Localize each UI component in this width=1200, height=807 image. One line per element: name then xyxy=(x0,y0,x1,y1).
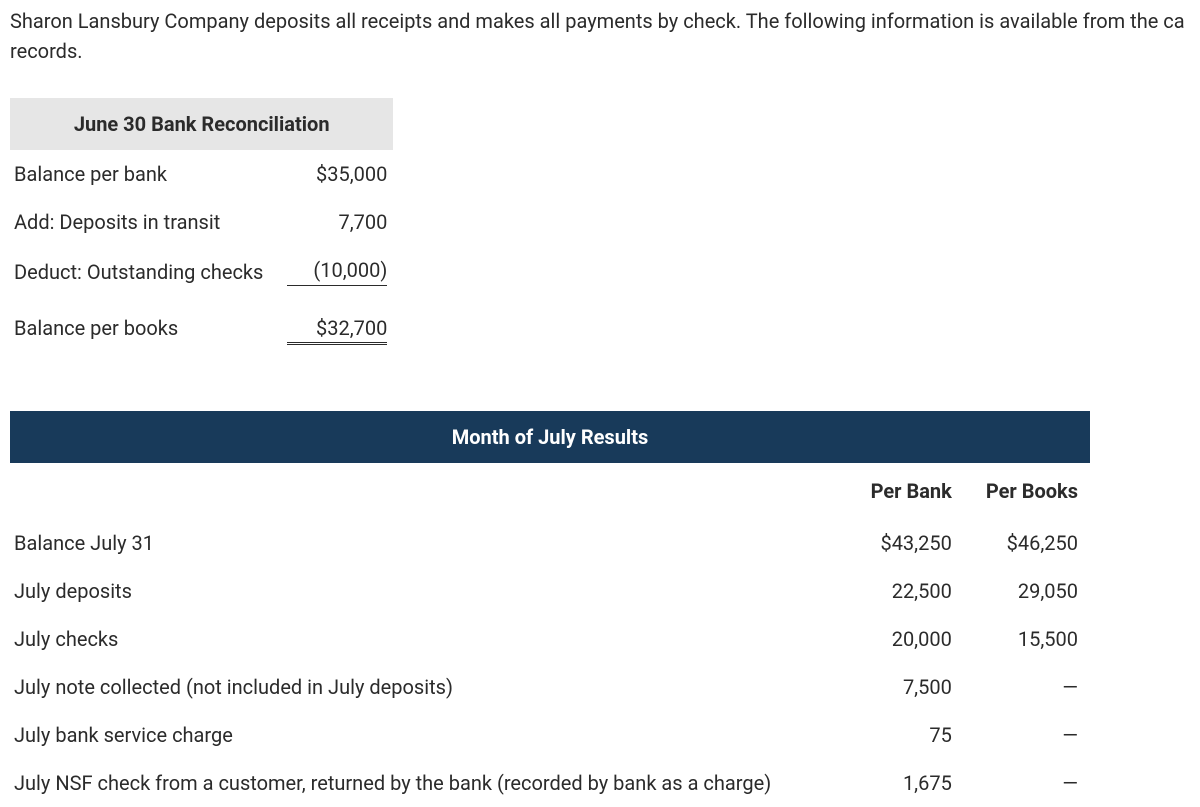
results-row: Balance July 31 $43,250 $46,250 xyxy=(10,519,1090,567)
results-label: July bank service charge xyxy=(10,711,850,759)
recon-row: Deduct: Outstanding checks (10,000) xyxy=(10,246,393,298)
results-label: July checks xyxy=(10,615,850,663)
col-per-books: Per Books xyxy=(964,463,1090,519)
results-row: July checks 20,000 15,500 xyxy=(10,615,1090,663)
recon-row: Balance per bank $35,000 xyxy=(10,150,393,198)
recon-label: Balance per books xyxy=(10,298,263,357)
results-row: July NSF check from a customer, returned… xyxy=(10,759,1090,807)
col-per-bank: Per Bank xyxy=(850,463,964,519)
results-per-bank: $43,250 xyxy=(850,519,964,567)
results-per-books: — xyxy=(964,663,1090,711)
results-label: July NSF check from a customer, returned… xyxy=(10,759,850,807)
results-per-books: $46,250 xyxy=(964,519,1090,567)
results-row: July note collected (not included in Jul… xyxy=(10,663,1090,711)
recon-label: Add: Deposits in transit xyxy=(10,198,263,246)
results-per-bank: 75 xyxy=(850,711,964,759)
results-per-books: — xyxy=(964,711,1090,759)
recon-value: (10,000) xyxy=(263,246,393,298)
results-per-bank: 7,500 xyxy=(850,663,964,711)
results-per-books: — xyxy=(964,759,1090,807)
results-row: July deposits 22,500 29,050 xyxy=(10,567,1090,615)
results-label: Balance July 31 xyxy=(10,519,850,567)
recon-row: Balance per books $32,700 xyxy=(10,298,393,357)
results-per-bank: 20,000 xyxy=(850,615,964,663)
results-column-headers: Per Bank Per Books xyxy=(10,463,1090,519)
results-row: July bank service charge 75 — xyxy=(10,711,1090,759)
results-label: July deposits xyxy=(10,567,850,615)
recon-label: Balance per bank xyxy=(10,150,263,198)
june-reconciliation-table: June 30 Bank Reconciliation Balance per … xyxy=(10,98,393,357)
results-per-books: 29,050 xyxy=(964,567,1090,615)
results-label: July note collected (not included in Jul… xyxy=(10,663,850,711)
recon-row: Add: Deposits in transit 7,700 xyxy=(10,198,393,246)
results-banner: Month of July Results xyxy=(10,411,1090,463)
results-per-bank: 22,500 xyxy=(850,567,964,615)
recon-label: Deduct: Outstanding checks xyxy=(10,246,263,298)
recon-header: June 30 Bank Reconciliation xyxy=(10,98,393,150)
intro-text: Sharon Lansbury Company deposits all rec… xyxy=(0,0,1200,66)
results-per-bank: 1,675 xyxy=(850,759,964,807)
recon-value: $35,000 xyxy=(263,150,393,198)
july-results-table: Month of July Results Per Bank Per Books… xyxy=(10,411,1090,807)
recon-value: 7,700 xyxy=(263,198,393,246)
recon-value: $32,700 xyxy=(263,298,393,357)
results-per-books: 15,500 xyxy=(964,615,1090,663)
